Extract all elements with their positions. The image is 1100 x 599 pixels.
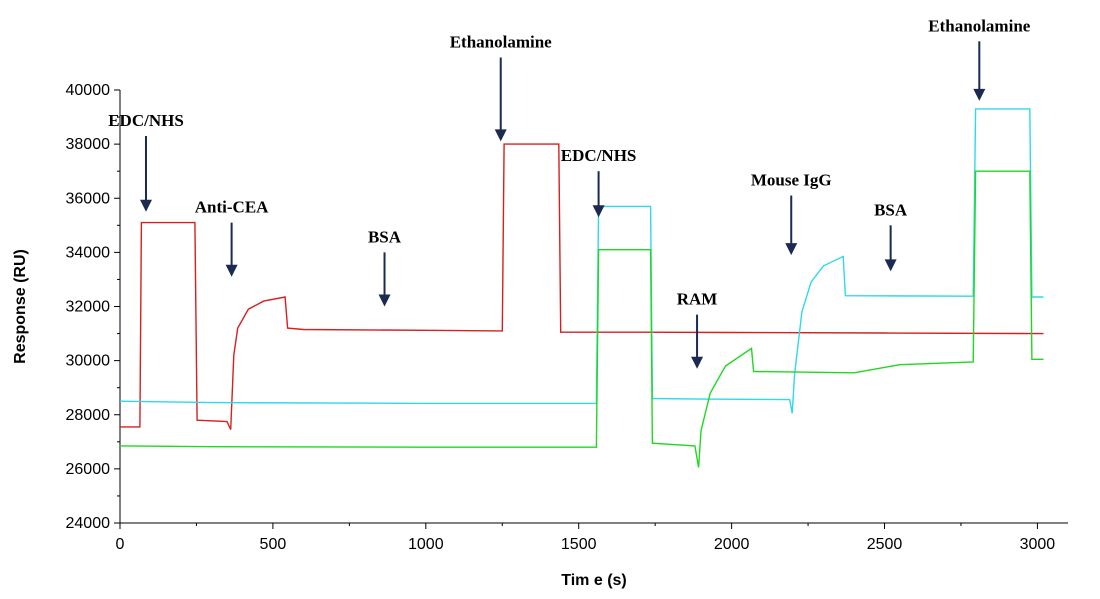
series-line-3 bbox=[119, 170, 1044, 468]
axes: 2400026000280003000032000340003600038000… bbox=[66, 82, 1068, 553]
y-tick-label: 34000 bbox=[66, 244, 111, 261]
annotation-label: EDC/NHS bbox=[561, 146, 637, 165]
y-axis-title: Response (RU) bbox=[12, 249, 29, 364]
annotation-label: RAM bbox=[677, 290, 718, 309]
annotation-label: BSA bbox=[368, 227, 402, 246]
x-tick-label: 500 bbox=[260, 536, 287, 553]
y-tick-label: 40000 bbox=[66, 82, 111, 99]
annotation-label: Mouse IgG bbox=[751, 171, 832, 190]
y-tick-label: 30000 bbox=[66, 353, 111, 370]
annotation-arrow-head bbox=[225, 264, 238, 277]
annotation-arrow-head bbox=[378, 294, 391, 307]
x-tick-label: 2000 bbox=[714, 536, 750, 553]
x-tick-label: 2500 bbox=[867, 536, 903, 553]
series-line-1 bbox=[120, 143, 1044, 430]
annotation-arrow-head bbox=[884, 259, 897, 272]
annotation-label: Ethanolamine bbox=[450, 33, 552, 52]
y-tick-label: 38000 bbox=[66, 136, 111, 153]
annotation-label: BSA bbox=[874, 200, 908, 219]
x-tick-label: 1000 bbox=[408, 536, 444, 553]
y-tick-label: 24000 bbox=[66, 515, 111, 532]
y-tick-label: 26000 bbox=[66, 461, 111, 478]
x-tick-label: 1500 bbox=[561, 536, 597, 553]
annotations-group: EDC/NHS Anti-CEA BSA Ethanolamine EDC/NHS RAM… bbox=[108, 16, 1031, 369]
annotation-arrow-head bbox=[592, 205, 605, 218]
x-tick-label: 3000 bbox=[1020, 536, 1056, 553]
x-axis-title: Tim e (s) bbox=[561, 572, 627, 589]
y-tick-label: 36000 bbox=[66, 190, 111, 207]
annotation-arrow-head bbox=[494, 129, 507, 142]
annotation-arrow-head bbox=[785, 243, 798, 256]
annotation-label: Ethanolamine bbox=[928, 16, 1030, 35]
annotation-arrow-head bbox=[691, 356, 704, 369]
annotation-arrow-head bbox=[139, 199, 152, 212]
y-tick-label: 28000 bbox=[66, 407, 111, 424]
annotation-label: Anti-CEA bbox=[195, 198, 269, 217]
y-tick-label: 32000 bbox=[66, 299, 111, 316]
annotation-label: EDC/NHS bbox=[108, 111, 184, 130]
series-group bbox=[119, 108, 1044, 468]
x-tick-label: 0 bbox=[116, 536, 125, 553]
annotation-arrow-head bbox=[973, 88, 986, 101]
